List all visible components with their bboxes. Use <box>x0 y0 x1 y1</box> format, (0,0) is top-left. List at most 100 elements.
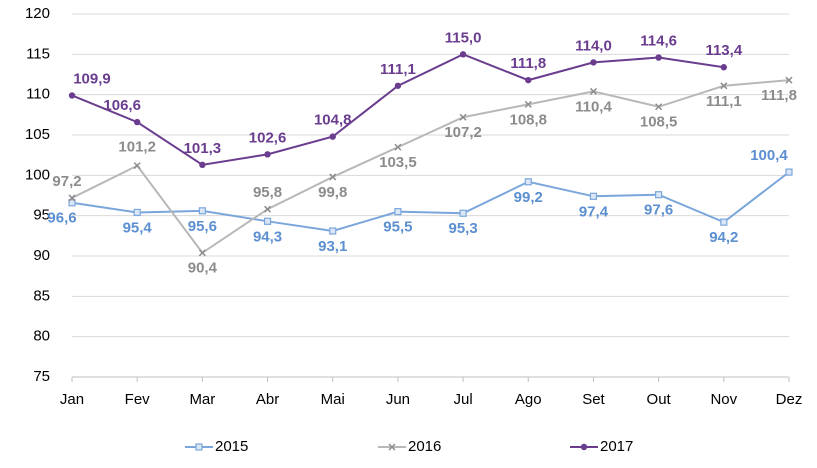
data-point <box>524 100 532 108</box>
legend-marker <box>195 443 203 451</box>
data-label: 110,4 <box>575 98 612 115</box>
data-label: 97,2 <box>52 173 81 190</box>
data-label: 95,5 <box>383 219 412 236</box>
x-tick-label: Out <box>647 391 672 408</box>
data-label: 111,8 <box>510 55 546 72</box>
y-tick-label: 105 <box>25 126 50 143</box>
data-label: 108,5 <box>640 114 678 131</box>
legend-label: 2017 <box>600 438 633 455</box>
data-label: 97,6 <box>644 202 673 219</box>
data-label: 111,1 <box>380 61 416 78</box>
y-tick-label: 80 <box>33 328 50 345</box>
y-tick-label: 90 <box>33 247 50 264</box>
data-point <box>264 151 271 158</box>
y-tick-label: 115 <box>26 45 50 62</box>
y-tick-label: 120 <box>25 5 50 22</box>
data-label: 111,1 <box>706 93 742 110</box>
y-tick-label: 100 <box>25 166 50 183</box>
x-tick-label: Set <box>582 391 605 408</box>
data-point <box>198 249 206 257</box>
data-label: 106,6 <box>103 97 141 114</box>
data-label: 111,8 <box>761 87 797 104</box>
x-tick-label: Mar <box>189 391 215 408</box>
data-point <box>329 173 337 181</box>
data-label: 90,4 <box>188 260 218 277</box>
data-point <box>655 191 663 199</box>
data-point <box>785 76 793 84</box>
data-label: 108,8 <box>509 111 547 128</box>
x-tick-label: Mai <box>321 391 345 408</box>
data-point <box>263 217 272 225</box>
data-point <box>589 192 598 200</box>
data-point <box>264 205 272 213</box>
data-label: 101,3 <box>184 140 222 157</box>
data-label: 99,2 <box>514 189 543 206</box>
data-label: 103,5 <box>379 154 417 171</box>
data-label: 102,6 <box>249 129 287 146</box>
data-point <box>459 51 467 58</box>
data-label: 96,6 <box>47 210 76 227</box>
y-tick-label: 85 <box>33 287 50 304</box>
data-label: 95,4 <box>123 219 153 236</box>
series-line <box>71 79 790 255</box>
data-label: 97,4 <box>579 203 609 220</box>
data-point <box>525 76 532 84</box>
data-point <box>68 194 76 202</box>
data-point <box>394 143 402 151</box>
legend-label: 2015 <box>215 438 248 455</box>
data-label: 107,2 <box>444 124 482 141</box>
data-point <box>459 209 467 217</box>
data-point <box>720 82 728 90</box>
data-point <box>329 133 336 140</box>
data-point <box>590 59 597 66</box>
data-point <box>133 162 141 170</box>
data-label: 93,1 <box>318 238 347 255</box>
data-point <box>133 118 141 126</box>
data-point <box>133 208 141 217</box>
data-label: 95,3 <box>448 220 477 237</box>
x-tick-label: Jan <box>60 391 84 408</box>
data-label: 114,6 <box>640 33 677 50</box>
x-tick-label: Nov <box>710 391 737 408</box>
data-label: 95,6 <box>188 218 217 235</box>
y-tick-label: 110 <box>26 86 50 103</box>
y-tick-label: 95 <box>33 207 50 224</box>
x-tick-label: Ago <box>515 391 542 408</box>
x-tick-label: Jun <box>386 391 410 408</box>
data-point <box>720 64 728 71</box>
data-point <box>329 227 337 235</box>
data-label: 104,8 <box>314 112 352 129</box>
series-line <box>71 171 790 233</box>
data-point <box>68 199 76 207</box>
data-point <box>459 113 467 121</box>
x-tick-label: Dez <box>776 391 803 408</box>
data-label: 109,9 <box>73 70 111 87</box>
y-tick-label: 75 <box>33 368 50 385</box>
x-tick-label: Abr <box>256 391 279 408</box>
data-point <box>394 208 402 216</box>
data-point <box>199 161 206 169</box>
legend-label: 2016 <box>408 438 441 455</box>
data-label: 99,8 <box>318 184 347 201</box>
data-label: 101,2 <box>118 139 156 156</box>
data-label: 115,0 <box>445 29 482 46</box>
data-label: 113,4 <box>705 42 742 59</box>
data-point <box>720 218 728 226</box>
data-point <box>394 82 402 89</box>
data-point <box>655 103 663 111</box>
data-point <box>589 87 597 95</box>
data-point <box>524 178 532 186</box>
data-label: 94,2 <box>709 229 738 246</box>
data-point <box>785 168 793 176</box>
data-point <box>655 54 662 61</box>
x-tick-label: Fev <box>125 391 151 408</box>
data-label: 114,0 <box>575 37 612 54</box>
x-tick-label: Jul <box>453 391 472 408</box>
data-label: 95,8 <box>253 184 282 201</box>
data-point <box>68 92 76 99</box>
legend-marker <box>388 443 396 451</box>
data-label: 100,4 <box>750 147 788 164</box>
data-label: 94,3 <box>253 228 282 245</box>
data-point <box>198 207 206 215</box>
